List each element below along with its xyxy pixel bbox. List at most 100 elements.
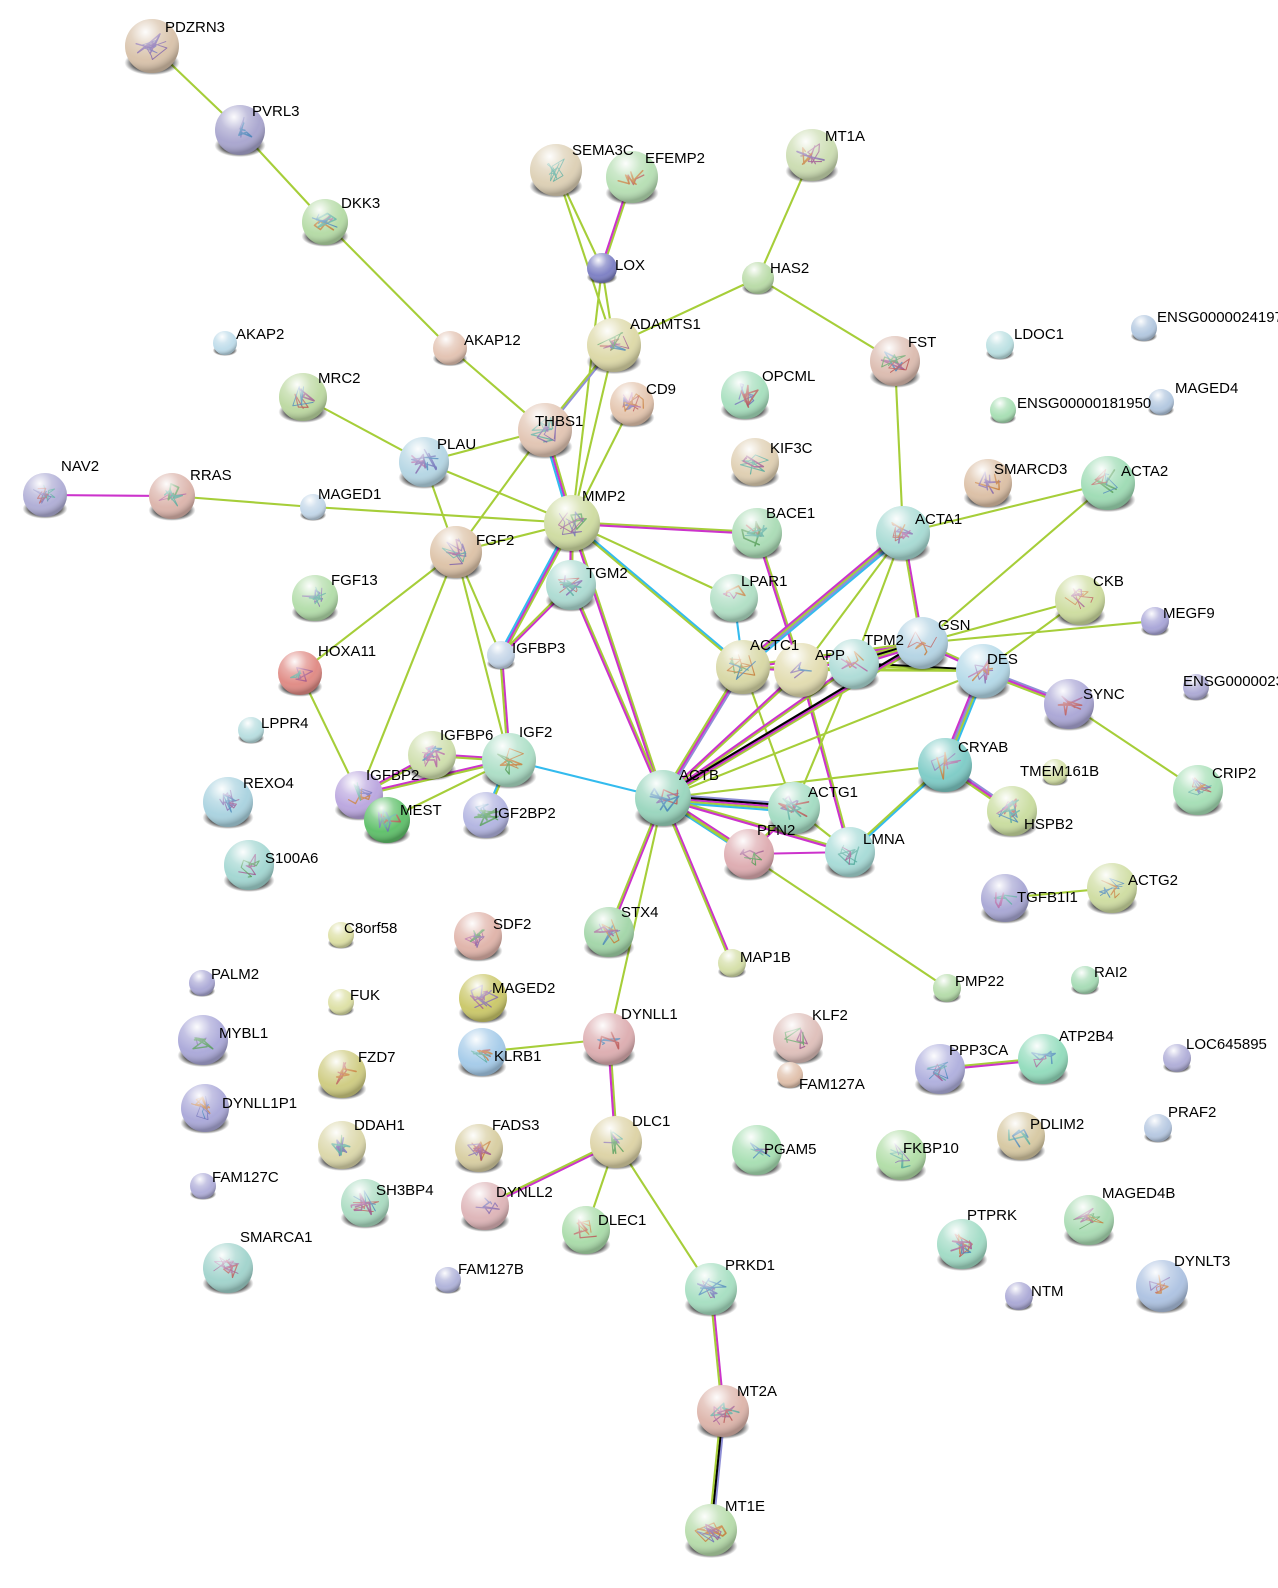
edge[interactable] <box>571 522 735 599</box>
protein-node[interactable] <box>723 829 775 881</box>
protein-node[interactable] <box>299 494 327 522</box>
edge[interactable] <box>569 584 665 799</box>
edge[interactable] <box>570 344 616 524</box>
protein-node[interactable] <box>824 827 876 879</box>
protein-node[interactable] <box>1143 1114 1173 1144</box>
edge[interactable] <box>324 221 451 349</box>
protein-node[interactable] <box>605 151 659 206</box>
edge[interactable] <box>757 277 896 362</box>
protein-node[interactable] <box>317 1121 367 1171</box>
protein-node[interactable] <box>731 1125 783 1177</box>
protein-node[interactable] <box>1086 863 1138 915</box>
protein-node[interactable] <box>434 1267 462 1295</box>
protein-node[interactable] <box>932 974 962 1004</box>
protein-node[interactable] <box>202 1243 254 1295</box>
protein-node[interactable] <box>741 262 775 296</box>
protein-node[interactable] <box>1043 679 1095 731</box>
protein-node[interactable] <box>1147 389 1175 417</box>
protein-node[interactable] <box>1070 966 1100 996</box>
edge[interactable] <box>662 670 984 799</box>
protein-node[interactable] <box>237 717 265 745</box>
protein-node[interactable] <box>432 331 468 367</box>
edge[interactable] <box>299 551 457 674</box>
protein-node[interactable] <box>177 1015 229 1067</box>
edge[interactable] <box>662 796 851 854</box>
protein-node[interactable] <box>517 403 573 460</box>
protein-node[interactable] <box>277 651 323 697</box>
edge[interactable] <box>799 669 852 853</box>
edge[interactable] <box>921 598 1081 645</box>
protein-node[interactable] <box>1054 575 1106 627</box>
protein-node[interactable] <box>720 371 770 421</box>
protein-node[interactable] <box>589 1116 643 1171</box>
protein-node[interactable] <box>486 641 516 671</box>
protein-node[interactable] <box>936 1219 988 1271</box>
edge[interactable] <box>171 494 314 509</box>
protein-node[interactable] <box>301 199 349 247</box>
protein-node[interactable] <box>1041 759 1069 787</box>
protein-node[interactable] <box>582 1013 636 1068</box>
protein-node[interactable] <box>543 495 601 554</box>
protein-node[interactable] <box>1130 315 1158 343</box>
protein-node[interactable] <box>363 797 411 845</box>
edge[interactable] <box>570 267 604 524</box>
protein-node[interactable] <box>453 912 503 962</box>
protein-node[interactable] <box>1004 1282 1034 1312</box>
protein-node[interactable] <box>1063 1195 1115 1247</box>
protein-node[interactable] <box>955 644 1011 701</box>
protein-node[interactable] <box>454 1124 504 1174</box>
protein-node[interactable] <box>180 1084 230 1134</box>
protein-node[interactable] <box>717 949 747 979</box>
protein-node[interactable] <box>696 1385 750 1440</box>
protein-node[interactable] <box>895 617 949 672</box>
protein-node[interactable] <box>124 19 180 76</box>
protein-node[interactable] <box>917 738 973 795</box>
protein-node[interactable] <box>340 1179 390 1229</box>
protein-node[interactable] <box>767 782 821 837</box>
protein-node[interactable] <box>715 640 771 697</box>
edge[interactable] <box>902 481 1109 535</box>
protein-node[interactable] <box>327 989 355 1017</box>
protein-node[interactable] <box>731 508 783 560</box>
protein-node[interactable] <box>609 382 655 428</box>
protein-node[interactable] <box>148 473 196 521</box>
edge[interactable] <box>893 360 905 534</box>
protein-node[interactable] <box>772 1013 824 1065</box>
protein-node[interactable] <box>462 792 510 840</box>
protein-node[interactable] <box>1182 674 1210 702</box>
protein-node[interactable] <box>212 331 238 356</box>
protein-node[interactable] <box>963 459 1013 509</box>
protein-node[interactable] <box>1135 1260 1189 1315</box>
edge[interactable] <box>921 619 1156 645</box>
edge[interactable] <box>454 551 511 761</box>
protein-node[interactable] <box>986 786 1038 838</box>
protein-node[interactable] <box>429 526 483 581</box>
protein-node[interactable] <box>223 840 275 892</box>
edge[interactable] <box>358 551 457 796</box>
edge[interactable] <box>570 521 745 669</box>
protein-node[interactable] <box>458 974 508 1024</box>
protein-node[interactable] <box>875 1130 927 1182</box>
edge[interactable] <box>921 482 1109 644</box>
protein-node[interactable] <box>828 639 880 691</box>
protein-node[interactable] <box>709 574 759 624</box>
protein-node[interactable] <box>188 970 216 998</box>
protein-node[interactable] <box>327 922 355 950</box>
protein-node[interactable] <box>214 105 266 157</box>
protein-node[interactable] <box>586 253 618 285</box>
protein-node[interactable] <box>586 318 642 375</box>
protein-node[interactable] <box>914 1044 966 1096</box>
edge[interactable] <box>312 505 573 525</box>
protein-node[interactable] <box>684 1263 738 1318</box>
protein-node[interactable] <box>481 733 537 790</box>
protein-node[interactable] <box>561 1206 611 1256</box>
edge[interactable] <box>740 529 906 671</box>
protein-node[interactable] <box>278 373 328 423</box>
protein-node[interactable] <box>1172 765 1224 817</box>
protein-node[interactable] <box>545 560 597 612</box>
protein-node[interactable] <box>776 1062 804 1090</box>
protein-node[interactable] <box>398 437 450 489</box>
protein-node[interactable] <box>317 1050 367 1100</box>
protein-node[interactable] <box>773 643 829 700</box>
